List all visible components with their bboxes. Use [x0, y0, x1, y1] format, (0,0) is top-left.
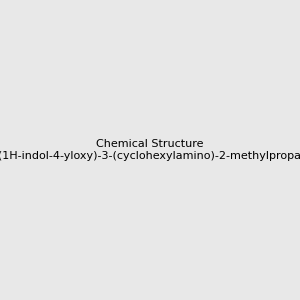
Text: Chemical Structure
(S)-1-(1H-indol-4-yloxy)-3-(cyclohexylamino)-2-methylpropan-2: Chemical Structure (S)-1-(1H-indol-4-ylo…: [0, 139, 300, 161]
